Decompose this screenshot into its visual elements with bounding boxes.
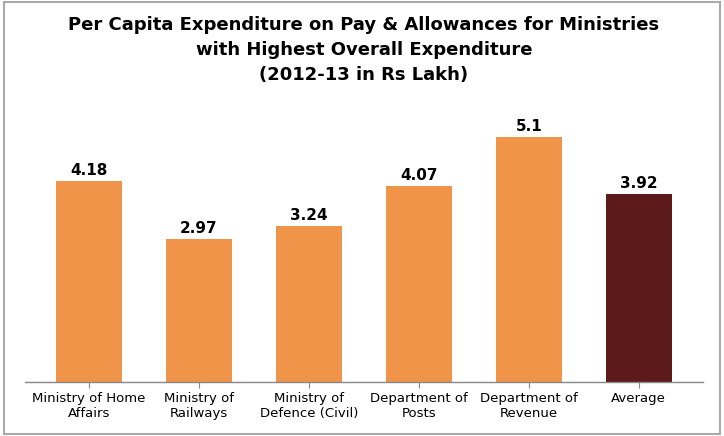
Title: Per Capita Expenditure on Pay & Allowances for Ministries
with Highest Overall E: Per Capita Expenditure on Pay & Allowanc… (68, 16, 660, 84)
Bar (606, 194, 672, 382)
Text: 3.92: 3.92 (620, 176, 657, 191)
Bar (386, 186, 452, 382)
Bar (276, 226, 342, 382)
Bar (56, 181, 122, 382)
Text: 5.1: 5.1 (515, 119, 542, 134)
Bar (496, 137, 562, 382)
Text: 3.24: 3.24 (290, 208, 328, 223)
Bar (166, 239, 232, 382)
Text: 4.07: 4.07 (400, 168, 437, 184)
Text: 2.97: 2.97 (180, 221, 218, 236)
Text: 4.18: 4.18 (70, 163, 108, 178)
